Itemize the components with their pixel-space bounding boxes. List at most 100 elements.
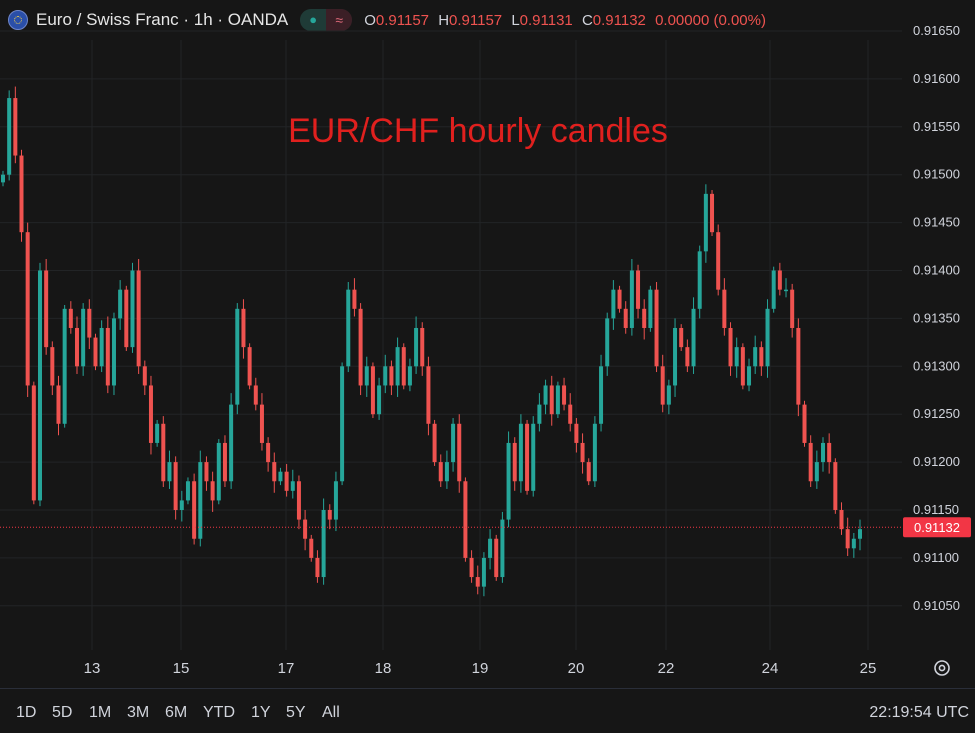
candle-body[interactable] [543,385,548,405]
candle-body[interactable] [660,366,665,405]
candle-body[interactable] [315,557,320,578]
chart-settings-gear-icon[interactable] [931,657,953,679]
candle-body[interactable] [605,318,610,367]
candle-body[interactable] [821,442,826,463]
candle-body[interactable] [296,481,301,520]
candle-body[interactable] [253,385,258,405]
candle-body[interactable] [142,366,147,386]
range-ytd-button[interactable]: YTD [203,704,235,721]
candle-body[interactable] [568,404,573,424]
candle-body[interactable] [592,423,597,482]
candle-body[interactable] [710,193,715,233]
candle-body[interactable] [432,423,437,463]
candle-body[interactable] [617,289,622,309]
candle-body[interactable] [623,308,628,328]
candle-body[interactable] [25,232,30,386]
candle-body[interactable] [370,366,375,415]
candle-body[interactable] [790,289,795,328]
candle-body[interactable] [105,327,110,386]
candle-body[interactable] [629,270,634,328]
range-5d-button[interactable]: 5D [52,704,73,721]
candle-body[interactable] [81,308,86,367]
candle-body[interactable] [734,347,739,367]
candle-body[interactable] [426,366,431,424]
candle-body[interactable] [50,347,55,386]
candle-body[interactable] [599,366,604,424]
candle-body[interactable] [814,462,819,482]
candle-body[interactable] [759,347,764,367]
candle-body[interactable] [309,538,314,558]
candle-body[interactable] [395,347,400,386]
candle-body[interactable] [753,347,758,367]
candle-body[interactable] [420,327,425,367]
candle-body[interactable] [438,462,443,482]
candle-body[interactable] [290,481,295,491]
candle-body[interactable] [407,366,412,386]
candle-body[interactable] [383,366,388,386]
range-1d-button[interactable]: 1D [16,704,37,721]
candle-body[interactable] [346,289,351,367]
candle-body[interactable] [358,308,363,386]
range-5y-button[interactable]: 5Y [286,704,306,721]
candle-body[interactable] [463,481,468,558]
candle-body[interactable] [216,442,221,501]
candle-body[interactable] [494,538,499,578]
candle-body[interactable] [673,327,678,386]
candle-body[interactable] [512,442,517,482]
candle-body[interactable] [611,289,616,319]
candle-body[interactable] [210,481,215,501]
candle-body[interactable] [340,366,345,482]
candle-body[interactable] [549,385,554,415]
candle-body[interactable] [858,529,862,539]
candle-body[interactable] [518,423,523,482]
candle-body[interactable] [284,471,289,491]
candle-body[interactable] [827,442,832,463]
candle-body[interactable] [679,327,684,348]
candle-body[interactable] [167,462,172,482]
candle-body[interactable] [506,442,511,520]
candle-body[interactable] [173,462,178,510]
candle-body[interactable] [802,404,807,443]
range-1y-button[interactable]: 1Y [251,704,271,721]
candle-body[interactable] [851,538,856,549]
candle-body[interactable] [185,481,190,501]
candle-body[interactable] [808,442,813,482]
candle-body[interactable] [796,327,801,405]
candle-body[interactable] [327,510,332,520]
candle-body[interactable] [586,462,591,482]
candle-body[interactable] [222,442,227,482]
candle-body[interactable] [321,510,326,578]
candle-body[interactable] [833,462,838,510]
candle-body[interactable] [68,308,73,328]
candle-body[interactable] [272,462,277,482]
candle-body[interactable] [500,519,505,578]
candle-body[interactable] [666,385,671,405]
candle-body[interactable] [161,423,166,482]
candle-body[interactable] [771,270,776,309]
candle-body[interactable] [352,289,357,309]
candle-body[interactable] [56,385,61,424]
candle-body[interactable] [728,327,733,367]
candle-body[interactable] [475,577,480,587]
candle-body[interactable] [451,423,456,463]
candle-body[interactable] [118,289,123,319]
candle-body[interactable] [235,308,240,405]
candle-body[interactable] [389,366,394,386]
price-chart[interactable]: 0.91650 0.91600 0.91550 0.91500 0.91450 0.914… [0,0,975,688]
candle-body[interactable] [481,557,486,587]
candle-body[interactable] [839,510,844,530]
candle-body[interactable] [580,442,585,463]
symbol-title[interactable]: Euro / Swiss Franc · 1h · OANDA [36,10,289,29]
candle-body[interactable] [124,289,129,348]
candle-body[interactable] [241,308,246,348]
candle-body[interactable] [155,423,160,443]
candle-body[interactable] [192,481,197,539]
candle-body[interactable] [62,308,67,424]
candle-body[interactable] [204,462,209,482]
candle-body[interactable] [531,423,536,491]
candle-body[interactable] [148,385,153,443]
candle-body[interactable] [469,557,474,578]
candle-body[interactable] [377,385,382,415]
candle-body[interactable] [19,155,24,233]
utc-clock[interactable]: 22:19:54 UTC [869,704,969,721]
